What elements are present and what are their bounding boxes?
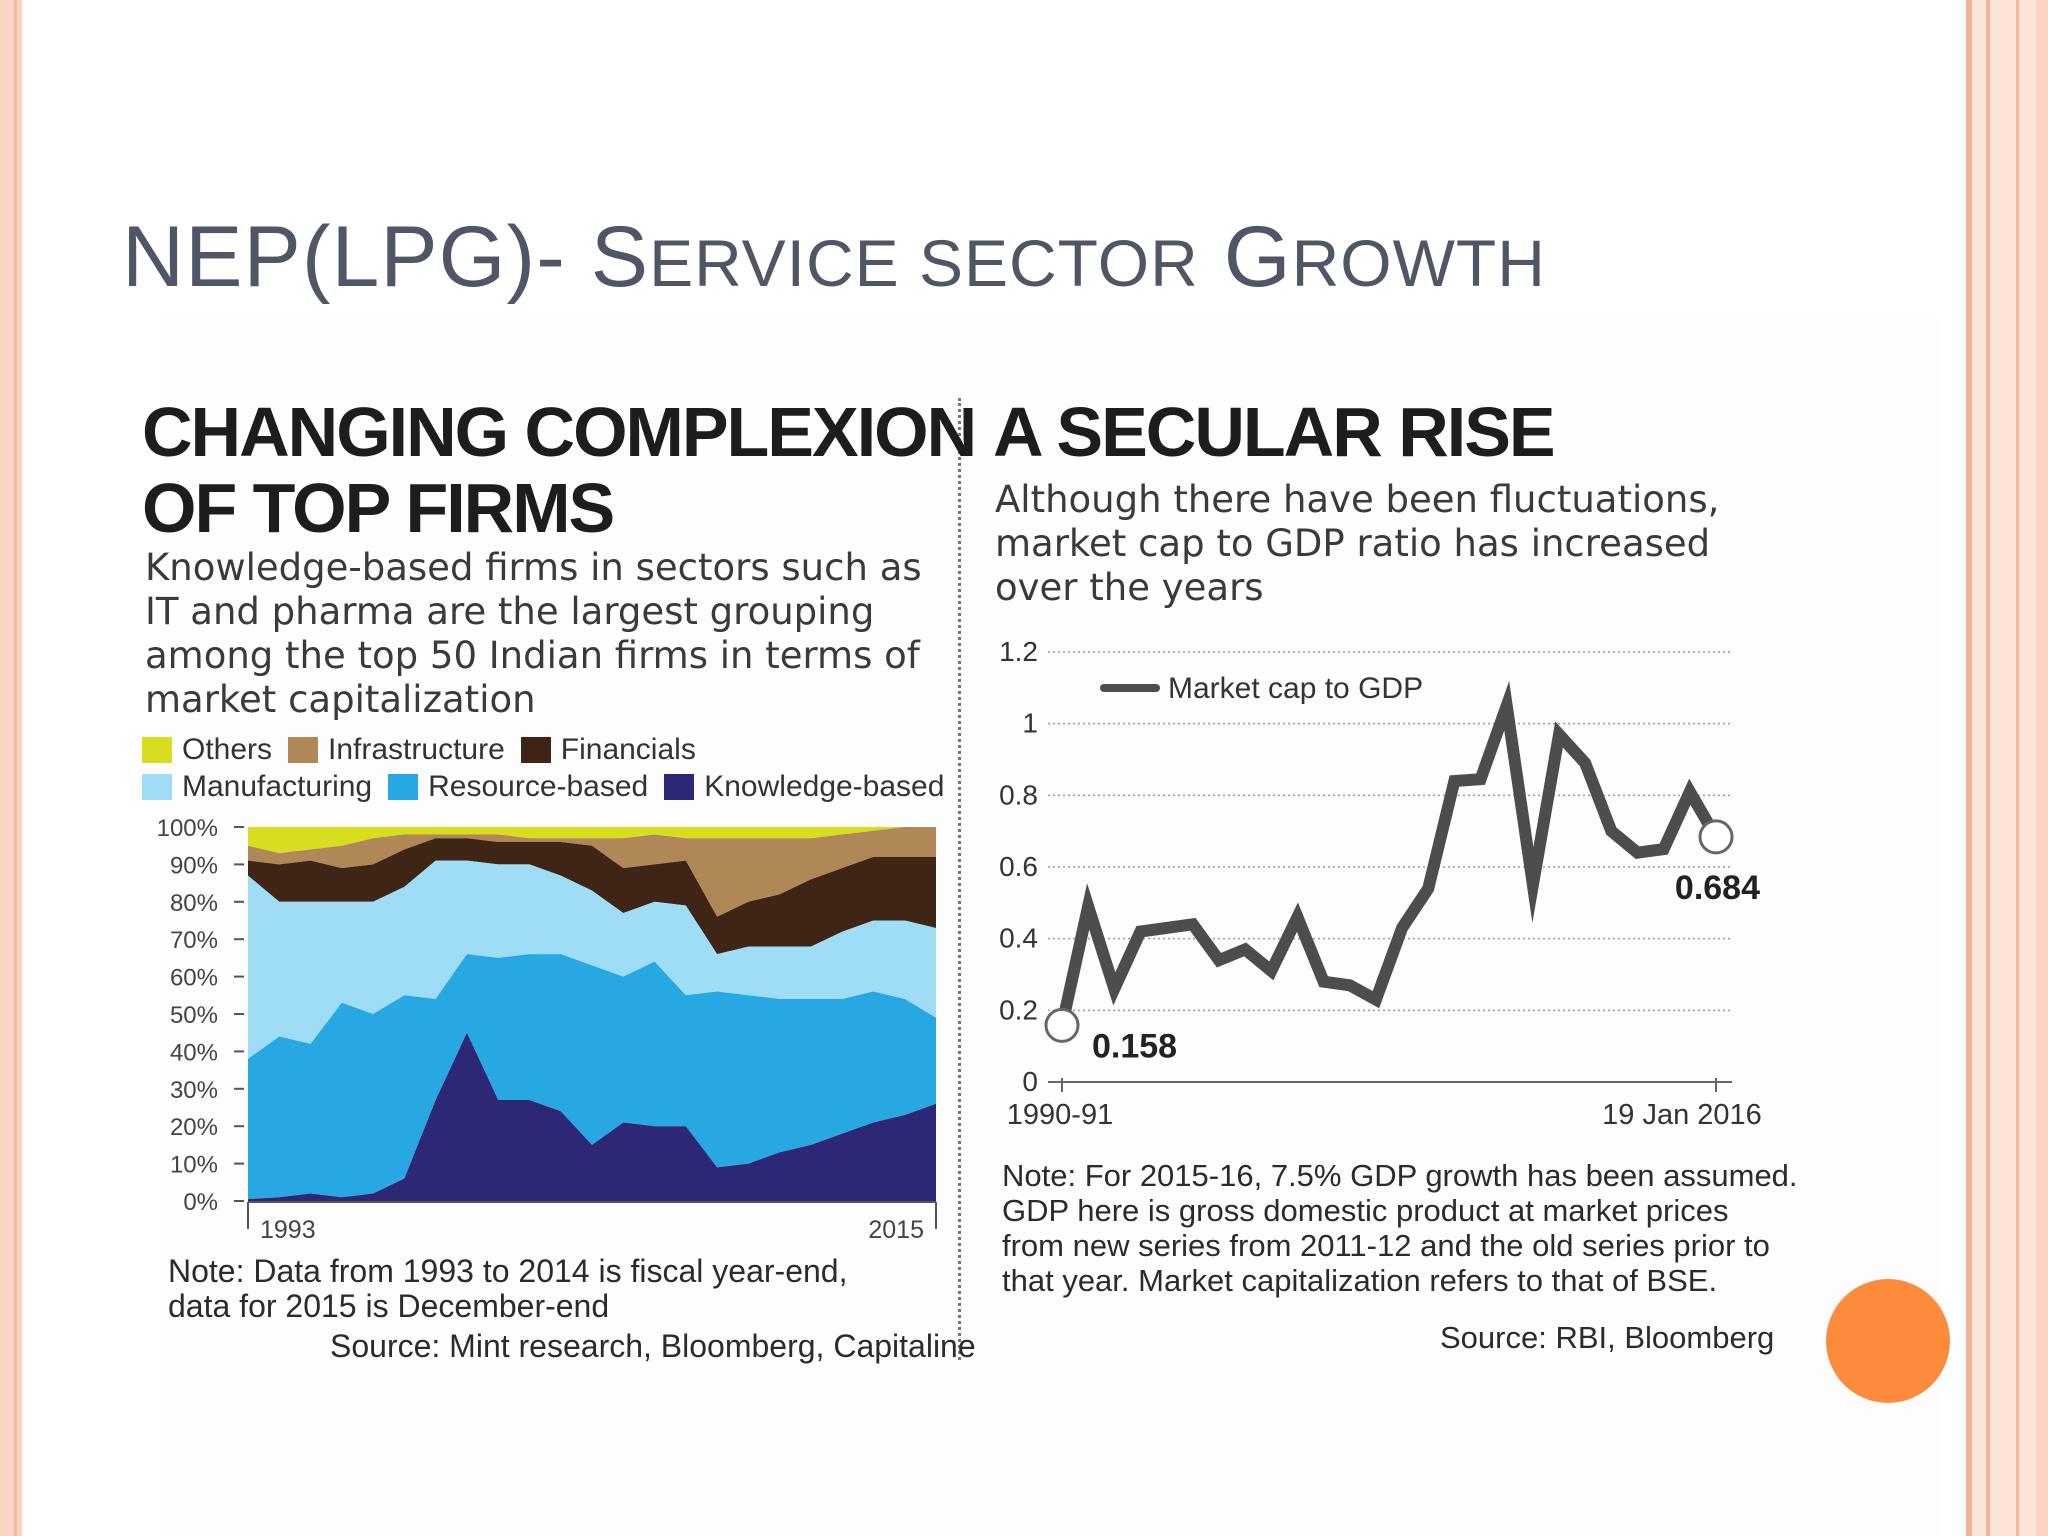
y-tick-label: 0.4 [999,923,1038,954]
legend-item-financials: Financials [520,733,696,767]
y-tick-label: 0.6 [999,851,1038,882]
right-headline: A SECULAR RISE [993,393,1556,471]
y-tick-label: 100% [157,815,218,842]
y-tick-label: 0 [1022,1066,1038,1097]
start-point-marker [1044,1007,1080,1043]
right-note-line: that year. Market capitalization refers … [1002,1263,1718,1298]
right-note: Note: For 2015-16, 7.5% GDP growth has b… [1002,1158,1798,1298]
area-series-infrastructure [248,827,936,917]
y-tick-label: 0% [183,1189,218,1216]
left-border-decoration [0,0,22,1536]
legend-label: Market cap to GDP [1168,672,1423,705]
x-tick-label: 19 Jan 2016 [1602,1099,1762,1131]
left-source: Source: Mint research, Bloomberg, Capita… [330,1328,976,1364]
right-subtitle-line: Although there have been fluctuations, [995,478,1720,521]
right-note-line: from new series from 2011-12 and the old… [1002,1228,1770,1263]
left-headline-line-1: CHANGING COMPLEXION [142,393,977,471]
y-tick-label: 50% [170,1002,218,1029]
right-source: Source: RBI, Bloomberg [1440,1320,1775,1355]
y-tick-label: 1.2 [999,636,1038,667]
y-tick-label: 20% [170,1114,218,1141]
x-tick-label: 1990-91 [1007,1099,1113,1131]
left-note-line: data for 2015 is December-end [168,1288,610,1324]
legend-item-others: Others [142,733,272,767]
right-note-line: GDP here is gross domestic product at ma… [1002,1193,1729,1228]
y-tick-label: 0.2 [999,994,1038,1025]
left-subtitle: Knowledge-based firms in sectors such as… [145,546,922,722]
left-headline-line-2: OF TOP FIRMS [142,469,615,547]
y-tick-label: 1 [1022,708,1038,739]
left-subtitle-line: IT and pharma are the largest grouping [145,590,875,633]
y-tick-label: 30% [170,1077,218,1104]
y-tick-label: 40% [170,1039,218,1066]
area-series-manufacturing [248,860,936,1059]
x-tick-label: 2015 [868,1216,924,1244]
legend-item-knowledge-based: Knowledge-based [664,770,944,804]
right-note-line: Note: For 2015-16, 7.5% GDP growth has b… [1002,1158,1798,1193]
left-note-line: Note: Data from 1993 to 2014 is fiscal y… [168,1253,848,1289]
area-series-resource-based [248,954,936,1200]
y-tick-label: 0.8 [999,779,1038,810]
left-subtitle-line: Knowledge-based firms in sectors such as [145,546,922,589]
right-subtitle: Although there have been fluctuations, m… [995,478,1719,610]
area-series-financials [248,838,936,955]
legend-item-infrastructure: Infrastructure [288,733,505,767]
y-tick-label: 80% [170,890,218,917]
area-series-knowledge-based [248,1032,936,1201]
area-chart-legend: Others Infrastructure Financials Manufac… [142,732,960,806]
end-point-marker [1698,819,1734,855]
series-line-market-cap-to-gdp [1056,680,1722,1027]
right-border-decoration [1966,0,2048,1536]
legend-item-manufacturing: Manufacturing [142,770,372,804]
left-note: Note: Data from 1993 to 2014 is fiscal y… [168,1254,847,1324]
legend-item-resource-based: Resource-based [388,770,648,804]
left-subtitle-line: among the top 50 Indian firms in terms o… [145,634,920,677]
y-tick-label: 60% [170,965,218,992]
panel-divider [958,398,961,1360]
market-cap-line-chart: 0 0.2 0.4 0.6 0.8 1 1.2 1990-91 19 Jan 2016 Marke… [999,636,1762,1131]
y-tick-label: 70% [170,927,218,954]
x-tick-label: 1993 [260,1216,316,1244]
y-tick-label: 10% [170,1152,218,1179]
start-value-label: 0.158 [1092,1027,1177,1065]
slide-title: NEP(LPG)- SERVICE SECTOR GROWTH [122,209,1546,305]
area-series-others [248,827,936,854]
right-subtitle-line: market cap to GDP ratio has increased [995,522,1711,565]
end-value-label: 0.684 [1675,869,1760,907]
right-subtitle-line: over the years [995,566,1264,609]
left-subtitle-line: market capitalization [145,678,536,721]
decorative-orange-circle [1826,1279,1950,1403]
stacked-area-chart: 0% 10% 20% 30% 40% 50% 60% 70% 80% 90% 100% 1993 201… [157,815,937,1244]
y-tick-label: 90% [170,852,218,879]
